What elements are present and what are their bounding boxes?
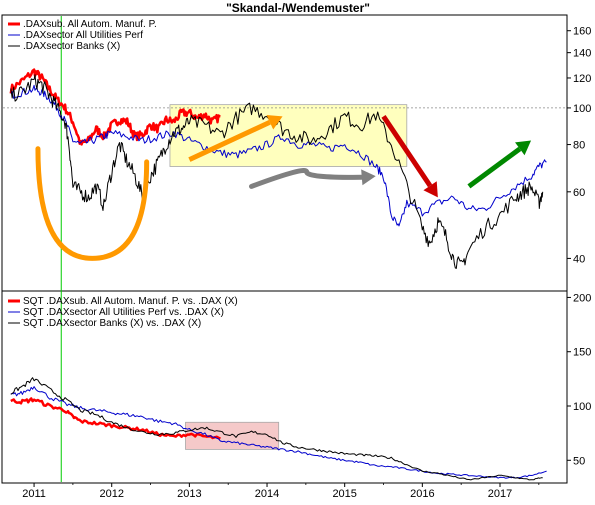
x-tick-label-4: 2015	[332, 488, 356, 500]
legend-label-sqt-utilities: SQT .DAXsector All Utilities Perf vs. .D…	[23, 307, 224, 318]
x-tick-label-0: 2011	[22, 488, 46, 500]
y-tick-label-1-150: 150	[573, 347, 591, 359]
top-legend: .DAXsub. All Autom. Manuf. P. .DAXsector…	[8, 19, 157, 52]
y-tick-label-0-40: 40	[573, 253, 585, 265]
x-tick-label-5: 2016	[410, 488, 434, 500]
arrow-head-3	[361, 169, 376, 186]
series-line-1-1	[10, 386, 547, 479]
y-tick-label-0-100: 100	[573, 103, 591, 115]
bottom-legend: SQT .DAXsub. All Autom. Manuf. P. vs. .D…	[8, 296, 238, 329]
x-tick-label-2: 2013	[177, 488, 201, 500]
y-tick-label-1-50: 50	[573, 455, 585, 467]
y-tick-label-1-100: 100	[573, 401, 591, 413]
y-tick-label-0-60: 60	[573, 187, 585, 199]
series-line-0-0	[9, 68, 221, 146]
x-tick-label-3: 2014	[255, 488, 279, 500]
y-tick-label-0-120: 120	[573, 73, 591, 85]
series-line-1-2	[10, 377, 543, 481]
arrow-head-4	[423, 181, 438, 198]
legend-label-autom: .DAXsub. All Autom. Manuf. P.	[23, 19, 157, 30]
axes-layer: 40 60 80 100 120 140 160 50 100 150 200 2011 2012 201…	[2, 26, 591, 500]
legend-label-banks: .DAXsector Banks (X)	[23, 41, 120, 52]
arrow-head-2	[266, 114, 283, 130]
annotations-front-layer	[35, 114, 532, 261]
arrow-shaft-3	[248, 168, 365, 189]
series-line-0-1	[10, 84, 547, 227]
arrow-shaft-4	[381, 114, 433, 188]
arrow-shaft-2	[188, 119, 271, 162]
y-tick-label-1-200: 200	[573, 292, 591, 304]
y-tick-label-0-160: 160	[573, 26, 591, 38]
series-layer	[9, 68, 547, 481]
legend-label-sqt-autom: SQT .DAXsub. All Autom. Manuf. P. vs. .D…	[23, 296, 238, 307]
u-shape-arc	[35, 146, 150, 261]
chart-title: "Skandal-/Wendemuster"	[226, 1, 370, 15]
y-tick-label-0-80: 80	[573, 140, 585, 152]
legend-label-sqt-banks: SQT .DAXsector Banks (X) vs. .DAX (X)	[23, 318, 201, 329]
series-line-0-2	[10, 74, 544, 269]
x-tick-label-6: 2017	[488, 488, 512, 500]
y-tick-label-0-140: 140	[573, 48, 591, 60]
series-line-1-0	[10, 397, 221, 440]
arrow-head-5	[515, 140, 532, 156]
legend-label-utilities: .DAXsector All Utilities Perf	[23, 30, 143, 41]
arrow-shaft-5	[467, 146, 522, 189]
x-tick-label-1: 2012	[99, 488, 123, 500]
